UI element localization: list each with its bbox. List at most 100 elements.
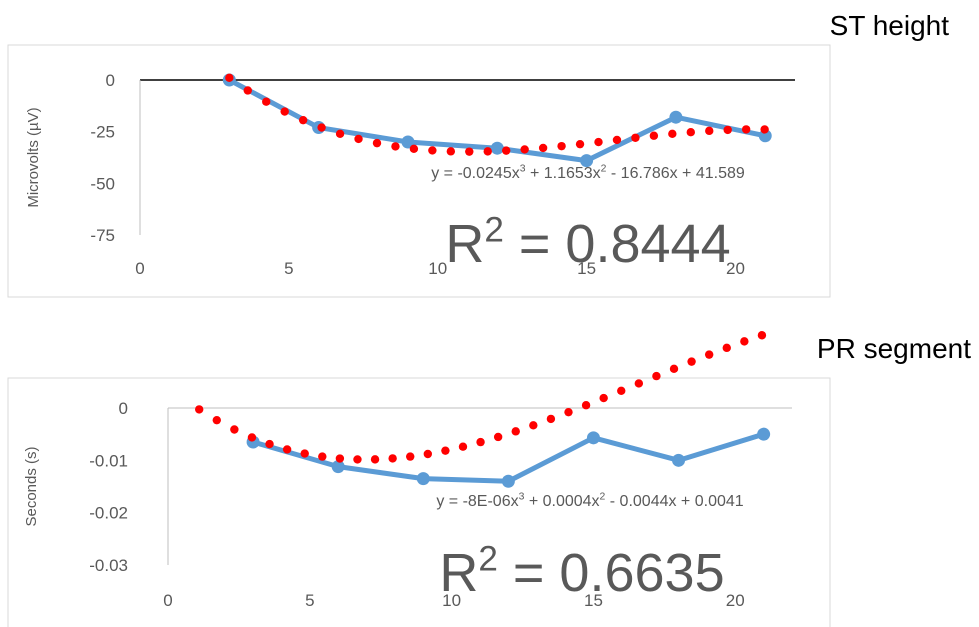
trendline-dot bbox=[668, 129, 677, 139]
data-point bbox=[672, 453, 686, 467]
trendline-dot bbox=[247, 433, 257, 442]
trendline-dot bbox=[529, 421, 538, 430]
trendline-dot bbox=[212, 415, 221, 425]
x-tick-label: 0 bbox=[135, 259, 144, 278]
trendline-dot bbox=[458, 442, 468, 451]
data-point bbox=[586, 431, 600, 445]
trendline-dot bbox=[502, 146, 511, 155]
trendline-dot bbox=[557, 141, 566, 151]
trendline-dot bbox=[317, 123, 326, 132]
trendline-dot bbox=[465, 147, 474, 156]
x-tick-label: 10 bbox=[428, 259, 447, 278]
trendline-dot bbox=[262, 97, 271, 106]
trendline-dot bbox=[617, 386, 626, 395]
trendline-dot bbox=[493, 432, 503, 442]
data-point bbox=[580, 154, 594, 168]
x-tick-label: 20 bbox=[726, 591, 745, 610]
y-tick-label: 0 bbox=[119, 399, 128, 418]
x-tick-label: 5 bbox=[284, 259, 293, 278]
trendline-dot bbox=[705, 126, 714, 136]
x-tick-label: 20 bbox=[726, 259, 745, 278]
trendline-dot bbox=[335, 454, 345, 463]
trendline-dot bbox=[230, 425, 239, 434]
data-point bbox=[401, 135, 415, 149]
trendline-dot bbox=[594, 137, 603, 147]
x-tick-label: 15 bbox=[584, 591, 603, 610]
data-point bbox=[331, 460, 345, 474]
chart-frame bbox=[7, 44, 831, 298]
trendline-dot bbox=[760, 125, 769, 134]
x-tick-label: 10 bbox=[442, 591, 461, 610]
y-tick-label: -0.03 bbox=[89, 556, 128, 575]
trendline-dot bbox=[318, 452, 327, 461]
r-squared-label: R2 = 0.8444 bbox=[445, 210, 730, 274]
trendline-dot bbox=[265, 439, 274, 449]
y-axis-label: Microvolts (µV) bbox=[25, 107, 42, 207]
y-tick-label: -25 bbox=[90, 123, 115, 142]
trendline-dot bbox=[704, 350, 714, 359]
trendline-dot bbox=[409, 144, 419, 153]
trendline-dot bbox=[581, 401, 591, 410]
trendline-dot bbox=[612, 135, 622, 145]
trendline-dot bbox=[686, 127, 695, 137]
data-point bbox=[501, 474, 515, 488]
trendline-dot bbox=[476, 437, 485, 447]
y-axis-label: Seconds (s) bbox=[23, 446, 40, 526]
trendline-dot bbox=[298, 115, 308, 125]
trendline-equation: y = -8E-06x3 + 0.0004x2 - 0.0044x + 0.00… bbox=[436, 492, 743, 510]
trendline-dot bbox=[300, 449, 309, 458]
chart-title-pr-segment: PR segment bbox=[816, 333, 971, 364]
y-tick-label: -50 bbox=[90, 174, 115, 193]
trendline-dot bbox=[406, 452, 415, 461]
trendline-dot bbox=[423, 449, 433, 459]
trendline-dot bbox=[370, 455, 380, 464]
trendline-dot bbox=[757, 331, 767, 340]
trendline-dot bbox=[652, 371, 661, 381]
y-tick-label: -0.01 bbox=[89, 451, 128, 470]
trendline-dot bbox=[441, 446, 450, 455]
trendline-dot bbox=[195, 405, 204, 414]
trendline-dot bbox=[546, 414, 556, 424]
trendline-dot bbox=[372, 138, 382, 148]
trendline-dot bbox=[538, 143, 548, 153]
data-point bbox=[490, 141, 504, 155]
data-point bbox=[416, 472, 430, 486]
trendline-dot bbox=[722, 343, 731, 353]
trendline-dot bbox=[649, 131, 659, 140]
trendline-equation: y = -0.0245x3 + 1.1653x2 - 16.786x + 41.… bbox=[431, 164, 745, 182]
data-point bbox=[757, 427, 771, 441]
trendline-dot bbox=[483, 147, 492, 156]
trendline-dot bbox=[669, 364, 679, 374]
trendline-dot bbox=[446, 147, 456, 156]
chart-frame bbox=[7, 377, 831, 627]
trendline-dot bbox=[564, 407, 573, 417]
trendline-dot bbox=[599, 393, 608, 403]
x-tick-label: 15 bbox=[577, 259, 596, 278]
x-tick-label: 5 bbox=[305, 591, 314, 610]
x-tick-label: 0 bbox=[163, 591, 172, 610]
trendline-dot bbox=[511, 427, 520, 436]
trendline-dot bbox=[225, 73, 234, 83]
trendline-dot bbox=[280, 107, 289, 116]
trendline-dot bbox=[282, 445, 292, 454]
trendline-dot bbox=[634, 379, 644, 388]
trendline-dot bbox=[391, 142, 400, 151]
trendline-dot bbox=[687, 357, 696, 366]
y-tick-label: 0 bbox=[106, 71, 115, 90]
trendline-dot bbox=[388, 454, 397, 463]
trendline-dot bbox=[353, 455, 362, 464]
data-point bbox=[669, 110, 683, 124]
trendline-dot bbox=[520, 145, 529, 154]
y-tick-label: -75 bbox=[90, 226, 115, 245]
trendline-dot bbox=[741, 125, 751, 134]
trendline-dot bbox=[575, 139, 585, 149]
y-tick-label: -0.02 bbox=[89, 504, 128, 523]
trendline-dot bbox=[335, 129, 345, 138]
trendline-dot bbox=[428, 146, 437, 155]
trendline-dot bbox=[740, 337, 749, 346]
chart-title-st-height: ST height bbox=[829, 10, 949, 41]
trendline-dot bbox=[631, 133, 640, 142]
trendline-dot bbox=[723, 125, 732, 135]
